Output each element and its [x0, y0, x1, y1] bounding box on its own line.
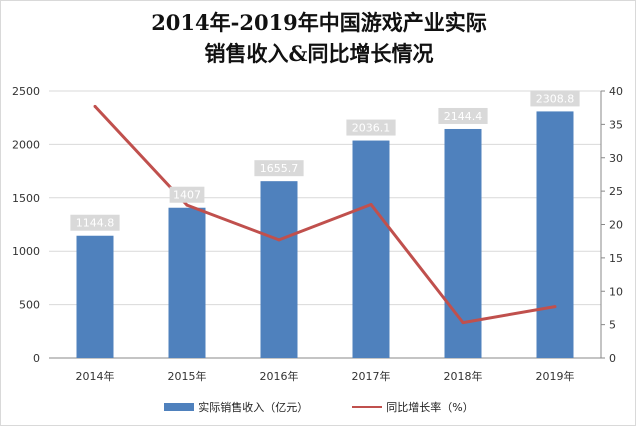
- bar: [76, 235, 114, 358]
- line-point: [461, 321, 465, 325]
- data-label-background: [530, 90, 580, 107]
- y-right-tick-label: 15: [609, 252, 623, 265]
- x-tick-label: 2018年: [444, 369, 483, 383]
- line-point: [185, 203, 189, 207]
- bar: [260, 181, 298, 358]
- legend-item-revenue: 实际销售收入（亿元）: [164, 399, 308, 415]
- y-left-tick-label: 1500: [12, 192, 40, 205]
- y-right-tick-label: 0: [609, 352, 616, 365]
- y-right-tick-label: 25: [609, 185, 623, 198]
- y-left-tick-label: 0: [33, 352, 40, 365]
- y-left-tick-label: 2500: [12, 85, 40, 98]
- data-label: 2144.4: [444, 110, 483, 123]
- chart-legend: 实际销售收入（亿元） 同比增长率（%）: [1, 399, 636, 415]
- legend-label-revenue: 实际销售收入（亿元）: [198, 401, 309, 414]
- x-tick-label: 2016年: [260, 369, 299, 383]
- data-label-background: [346, 119, 396, 136]
- legend-swatch-line: [352, 406, 383, 408]
- data-label-background: [70, 214, 120, 231]
- bar: [168, 207, 206, 358]
- chart-title-line-2: 销售收入&同比增长情况: [204, 41, 434, 66]
- y-right-tick-label: 35: [609, 118, 623, 131]
- legend-swatch-bar: [164, 403, 195, 411]
- y-left-tick-label: 2000: [12, 138, 40, 151]
- line-point: [553, 305, 557, 309]
- data-label: 1144.8: [76, 217, 115, 230]
- data-label: 1655.7: [260, 162, 299, 175]
- data-label-background: [169, 186, 205, 203]
- growth-line: [93, 105, 556, 325]
- data-label: 2308.8: [536, 92, 575, 105]
- data-label-background: [254, 160, 304, 177]
- y-right-tick-label: 20: [609, 219, 623, 232]
- x-tick-label: 2014年: [76, 369, 115, 383]
- line-point: [93, 104, 97, 108]
- y-right-tick-label: 10: [609, 285, 623, 298]
- data-label: 1407: [173, 189, 201, 202]
- y-right-tick-label: 5: [609, 319, 616, 332]
- line-point: [277, 238, 281, 242]
- chart-title-line-1: 2014年-2019年中国游戏产业实际: [151, 10, 487, 35]
- y-right-tick-label: 30: [609, 152, 623, 165]
- y-left-tick-label: 500: [19, 299, 40, 312]
- data-label-background: [438, 107, 488, 124]
- x-tick-label: 2019年: [536, 369, 575, 383]
- bar: [536, 111, 574, 358]
- y-right-tick-label: 40: [609, 85, 623, 98]
- data-label: 2036.1: [352, 122, 391, 135]
- legend-label-growth: 同比增长率（%）: [386, 401, 474, 414]
- bar: [352, 140, 390, 358]
- line-point: [369, 202, 373, 206]
- legend-item-growth: 同比增长率（%）: [352, 399, 474, 415]
- y-left-tick-label: 1000: [12, 245, 40, 258]
- chart-title: 2014年-2019年中国游戏产业实际 销售收入&同比增长情况: [1, 7, 636, 69]
- x-tick-label: 2015年: [168, 369, 207, 383]
- x-tick-label: 2017年: [352, 369, 391, 383]
